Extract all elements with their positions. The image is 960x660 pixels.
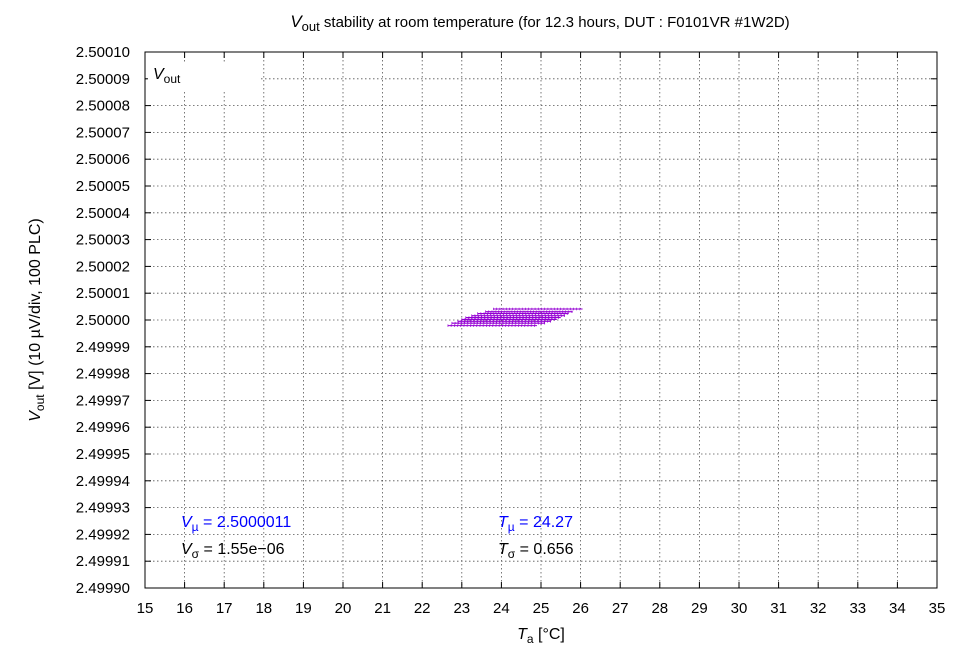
x-axis-label: Ta [°C] xyxy=(517,626,565,646)
y-tick-label: 2.49990 xyxy=(76,580,130,597)
y-tick-label: 2.49999 xyxy=(76,339,130,356)
x-tick-label: 18 xyxy=(255,600,272,617)
y-tick-label: 2.50003 xyxy=(76,232,130,249)
x-tick-label: 28 xyxy=(651,600,668,617)
y-tick-label: 2.50004 xyxy=(76,205,130,222)
x-tick-label: 32 xyxy=(810,600,827,617)
y-tick-label: 2.50007 xyxy=(76,124,130,141)
x-tick-label: 22 xyxy=(414,600,431,617)
y-axis-ticks: 2.49990 2.49991 2.49992 2.49993 2.49994 2.499… xyxy=(76,44,937,597)
x-tick-label: 31 xyxy=(770,600,787,617)
y-tick-label: 2.50006 xyxy=(76,151,130,168)
legend-label: Vout xyxy=(153,66,181,86)
x-tick-label: 20 xyxy=(335,600,352,617)
y-tick-label: 2.50008 xyxy=(76,98,130,115)
x-tick-label: 24 xyxy=(493,600,510,617)
y-tick-label: 2.49996 xyxy=(76,419,130,436)
x-tick-label: 29 xyxy=(691,600,708,617)
y-tick-label: 2.50001 xyxy=(76,285,130,302)
legend: Vout xyxy=(148,62,260,90)
y-tick-label: 2.49992 xyxy=(76,526,130,543)
x-tick-label: 17 xyxy=(216,600,233,617)
y-tick-label: 2.49994 xyxy=(76,473,130,490)
y-tick-label: 2.49997 xyxy=(76,392,130,409)
legend-background xyxy=(148,62,260,90)
y-tick-label: 2.49995 xyxy=(76,446,130,463)
x-tick-label: 35 xyxy=(929,600,946,617)
x-tick-label: 25 xyxy=(533,600,550,617)
y-axis-label: Vout [V] (10 µV/div, 100 PLC) xyxy=(27,218,47,421)
chart-title: Vout stability at room temperature (for … xyxy=(290,12,789,34)
x-tick-label: 34 xyxy=(889,600,906,617)
stat-t-mu: Tµ = 24.27 xyxy=(498,514,573,534)
stat-t-sigma: Tσ = 0.656 xyxy=(498,541,574,561)
x-tick-label: 21 xyxy=(374,600,391,617)
x-tick-label: 30 xyxy=(731,600,748,617)
y-tick-label: 2.49991 xyxy=(76,553,130,570)
x-tick-label: 16 xyxy=(176,600,193,617)
x-tick-label: 33 xyxy=(849,600,866,617)
x-tick-label: 26 xyxy=(572,600,589,617)
stat-v-mu: Vµ = 2.5000011 xyxy=(181,514,291,534)
y-tick-label: 2.49998 xyxy=(76,366,130,383)
y-tick-label: 2.50005 xyxy=(76,178,130,195)
x-tick-label: 19 xyxy=(295,600,312,617)
x-tick-label: 23 xyxy=(453,600,470,617)
x-tick-label: 27 xyxy=(612,600,629,617)
stat-v-sigma: Vσ = 1.55e−06 xyxy=(181,541,285,561)
y-tick-label: 2.50002 xyxy=(76,258,130,275)
y-tick-label: 2.50010 xyxy=(76,44,130,61)
plot-frame xyxy=(144,51,938,589)
x-tick-label: 15 xyxy=(137,600,154,617)
x-axis-ticks: 15 16 17 18 19 20 21 22 23 24 25 26 27 28 29 30 31 32 33 34… xyxy=(137,52,946,617)
y-tick-label: 2.50000 xyxy=(76,312,130,329)
data-series xyxy=(447,307,583,327)
y-tick-label: 2.49993 xyxy=(76,500,130,517)
y-tick-label: 2.50009 xyxy=(76,71,130,88)
